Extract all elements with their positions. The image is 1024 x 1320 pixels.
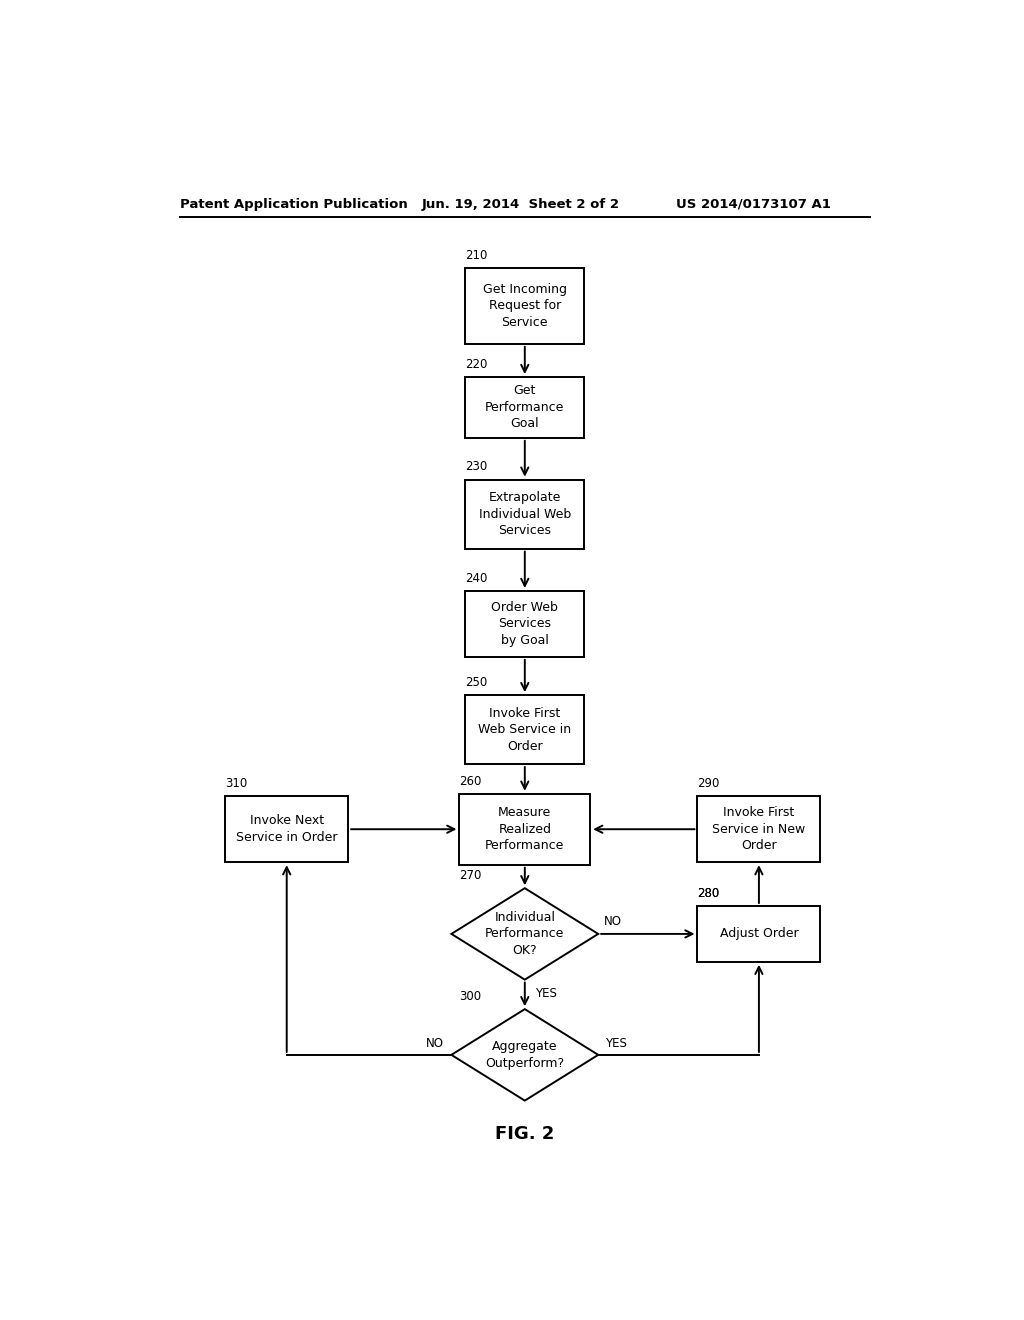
Text: NO: NO [425, 1036, 443, 1049]
Text: NO: NO [604, 915, 622, 928]
Text: Get Incoming
Request for
Service: Get Incoming Request for Service [482, 282, 567, 329]
Text: 290: 290 [697, 777, 720, 791]
FancyBboxPatch shape [697, 906, 820, 962]
FancyBboxPatch shape [465, 479, 585, 549]
Text: YES: YES [536, 987, 557, 999]
Text: Patent Application Publication: Patent Application Publication [179, 198, 408, 211]
Text: 270: 270 [460, 869, 481, 882]
Text: 280: 280 [697, 887, 720, 900]
Text: 280: 280 [697, 887, 720, 900]
Text: US 2014/0173107 A1: US 2014/0173107 A1 [676, 198, 830, 211]
Polygon shape [452, 1008, 598, 1101]
FancyBboxPatch shape [465, 268, 585, 345]
Text: 230: 230 [465, 461, 487, 474]
FancyBboxPatch shape [697, 796, 820, 862]
Text: Invoke Next
Service in Order: Invoke Next Service in Order [236, 814, 338, 843]
Text: Aggregate
Outperform?: Aggregate Outperform? [485, 1040, 564, 1069]
Text: 210: 210 [465, 248, 487, 261]
FancyBboxPatch shape [465, 696, 585, 764]
Text: YES: YES [604, 1036, 627, 1049]
Text: FIG. 2: FIG. 2 [496, 1125, 554, 1143]
Text: Adjust Order: Adjust Order [720, 928, 799, 940]
FancyBboxPatch shape [465, 378, 585, 438]
Text: Get
Performance
Goal: Get Performance Goal [485, 384, 564, 430]
Text: 260: 260 [460, 775, 481, 788]
Text: 310: 310 [225, 777, 248, 791]
Text: Invoke First
Web Service in
Order: Invoke First Web Service in Order [478, 706, 571, 752]
FancyBboxPatch shape [465, 591, 585, 657]
FancyBboxPatch shape [225, 796, 348, 862]
Text: 250: 250 [465, 676, 487, 689]
Text: 240: 240 [465, 572, 487, 585]
Text: Invoke First
Service in New
Order: Invoke First Service in New Order [713, 807, 806, 853]
Text: Extrapolate
Individual Web
Services: Extrapolate Individual Web Services [478, 491, 571, 537]
Text: Measure
Realized
Performance: Measure Realized Performance [485, 807, 564, 853]
Text: 220: 220 [465, 358, 487, 371]
FancyBboxPatch shape [460, 793, 590, 865]
Text: Individual
Performance
OK?: Individual Performance OK? [485, 911, 564, 957]
Polygon shape [452, 888, 598, 979]
Text: Order Web
Services
by Goal: Order Web Services by Goal [492, 601, 558, 647]
Text: Jun. 19, 2014  Sheet 2 of 2: Jun. 19, 2014 Sheet 2 of 2 [422, 198, 620, 211]
Text: 300: 300 [460, 990, 481, 1003]
